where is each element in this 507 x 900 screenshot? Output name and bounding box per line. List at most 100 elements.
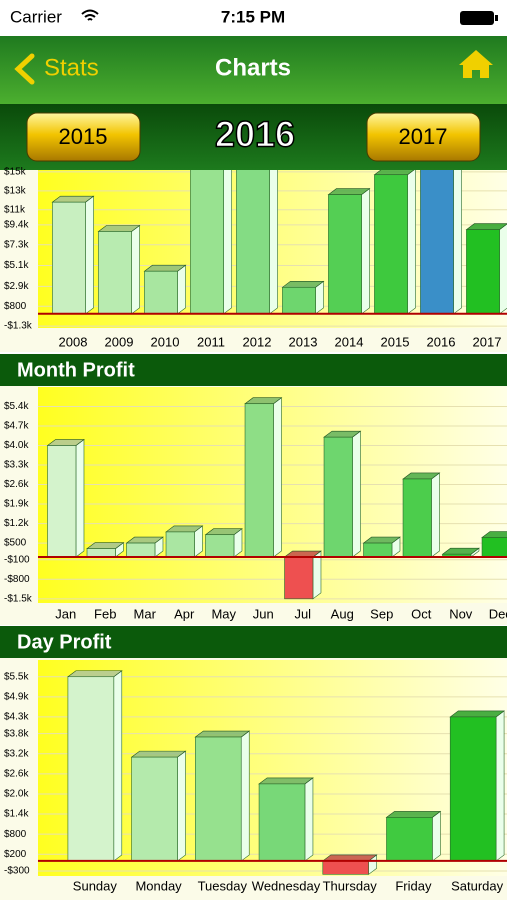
bar [282, 287, 316, 315]
y-tick-label: $2.6k [4, 479, 29, 490]
y-tick-label: $800 [4, 301, 27, 312]
bar [322, 860, 369, 875]
bar [449, 716, 497, 862]
x-tick-label: Friday [395, 878, 432, 893]
y-tick-label: $5.1k [4, 260, 29, 271]
bar [165, 531, 195, 558]
x-tick-label: Tuesday [198, 878, 248, 893]
battery [460, 11, 494, 25]
bar-side [495, 710, 505, 862]
bar-side [453, 170, 462, 315]
y-tick-label: -$300 [4, 866, 30, 877]
bar [386, 817, 433, 862]
bar-top [67, 670, 123, 678]
bar-side [352, 430, 361, 558]
x-tick-label: 2017 [473, 334, 502, 349]
y-tick-label: -$1.3k [4, 321, 33, 332]
bar [205, 534, 235, 558]
bar-side [499, 223, 507, 315]
x-tick-label: Nov [449, 606, 473, 621]
x-tick-label: Mar [134, 606, 157, 621]
home-button[interactable] [459, 50, 493, 78]
battery-tip [495, 15, 498, 21]
bar-top [385, 811, 442, 818]
bar [52, 201, 86, 315]
bar-side [431, 472, 440, 558]
bar-side [361, 187, 370, 315]
x-tick-label: Dec [489, 606, 507, 621]
bar [86, 548, 116, 558]
x-tick-label: Jul [294, 606, 311, 621]
carrier: Carrier [10, 7, 62, 26]
y-tick-label: $2.6k [4, 769, 29, 780]
next-year[interactable]: 2017 [399, 124, 448, 149]
y-tick-label: $2.0k [4, 789, 29, 800]
previous-year-button[interactable] [26, 112, 141, 162]
y-tick-label: $1.9k [4, 499, 29, 510]
y-tick-label: $3.3k [4, 460, 29, 471]
section-header [0, 626, 507, 658]
bar [98, 231, 132, 315]
x-tick-label: Jan [55, 606, 76, 621]
y-tick-label: $13k [4, 185, 27, 196]
bar-side [223, 170, 232, 315]
bar [466, 229, 500, 315]
bar [323, 436, 353, 558]
bar [190, 170, 224, 315]
y-tick-label: $1.4k [4, 809, 29, 820]
x-tick-label: Saturday [451, 878, 504, 893]
x-tick-label: Aug [331, 606, 354, 621]
x-tick-label: Monday [135, 878, 182, 893]
nav-title: Charts [215, 54, 291, 81]
x-tick-label: 2010 [151, 334, 180, 349]
bar-side [177, 264, 186, 315]
bar [47, 445, 77, 558]
bar-side [312, 550, 322, 600]
x-tick-label: 2012 [243, 334, 272, 349]
y-tick-label: $800 [4, 829, 27, 840]
x-tick-label: 2013 [289, 334, 318, 349]
y-tick-label: $200 [4, 849, 27, 860]
bar-top [449, 710, 505, 718]
bar [244, 403, 274, 558]
y-tick-label: $5.5k [4, 671, 29, 682]
bar [131, 756, 178, 862]
y-tick-label: $11k [4, 204, 26, 215]
x-tick-label: May [211, 606, 236, 621]
next-year-button[interactable] [366, 112, 481, 162]
bar [328, 194, 362, 315]
bar [126, 542, 156, 558]
back-chevron[interactable] [14, 53, 35, 85]
back-button[interactable]: Stats [44, 54, 99, 81]
bar-side [85, 195, 94, 315]
section-header [0, 354, 507, 386]
current-year: 2016 [215, 114, 295, 155]
bars [51, 170, 507, 315]
bar-top [130, 750, 187, 758]
x-tick-label: Sep [370, 606, 393, 621]
bar [374, 174, 408, 315]
y-tick-label: $4.3k [4, 712, 29, 723]
bar [402, 478, 432, 558]
y-tick-label: $5.4k [4, 401, 29, 412]
clock: 7:15 PM [221, 7, 285, 26]
bar [481, 537, 507, 558]
x-tick-label: Wednesday [252, 878, 321, 893]
bar-side [131, 224, 140, 315]
bar [144, 270, 178, 315]
bar-side [269, 170, 278, 315]
x-tick-label: Oct [411, 606, 432, 621]
x-tick-label: Feb [94, 606, 116, 621]
x-tick-label: Thursday [323, 878, 378, 893]
previous-year[interactable]: 2015 [59, 124, 108, 149]
bar-side [304, 777, 314, 862]
x-tick-label: 2016 [427, 334, 456, 349]
bar-side [273, 397, 282, 558]
x-tick-label: Sunday [73, 878, 118, 893]
y-tick-label: -$800 [4, 574, 30, 585]
bar-side [75, 438, 85, 558]
bar-side [113, 670, 123, 862]
y-tick-label: $2.9k [4, 281, 29, 292]
bar [236, 170, 270, 315]
